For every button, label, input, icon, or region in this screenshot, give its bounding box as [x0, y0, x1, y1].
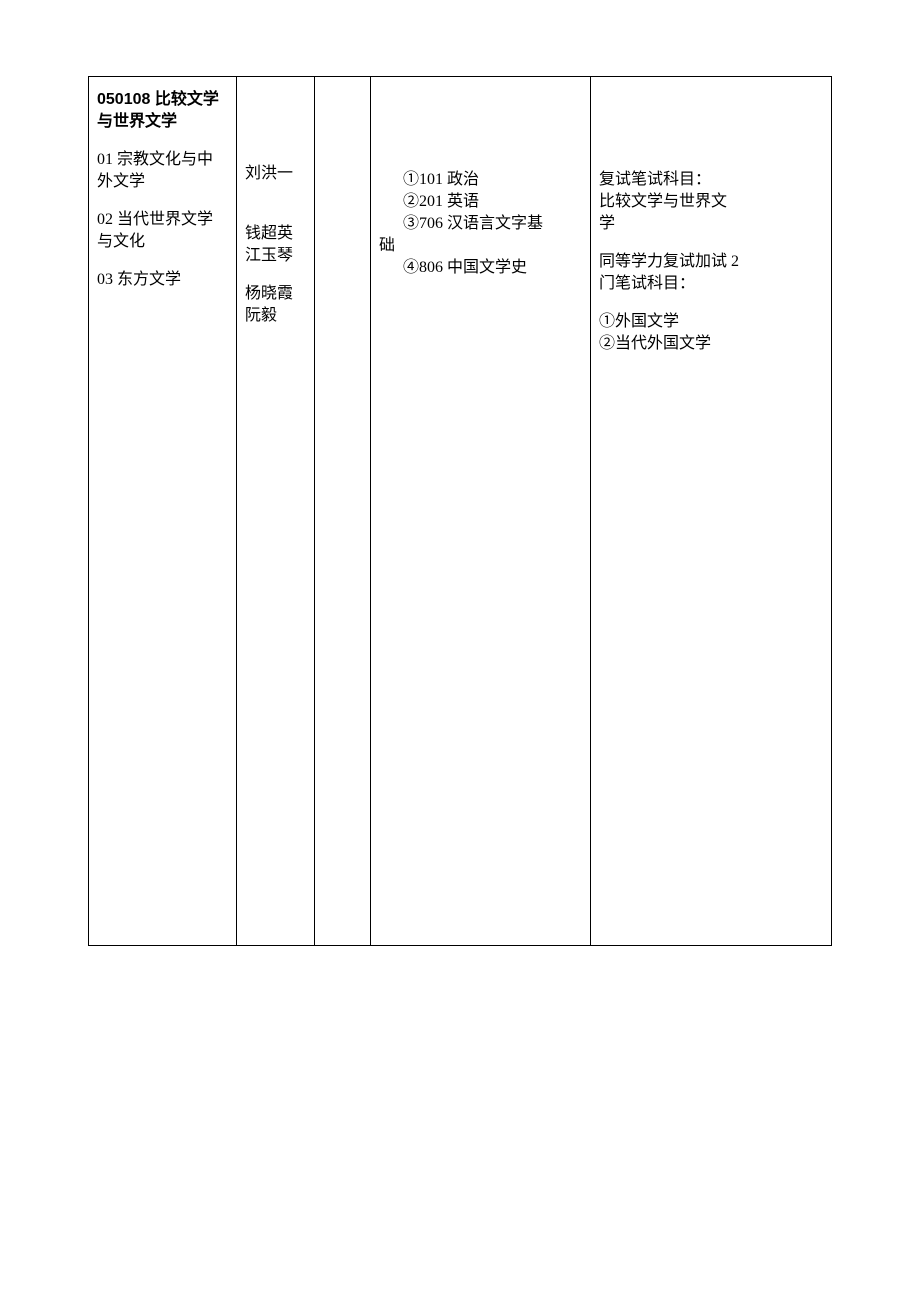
exam-subject-2: ②201 英语: [379, 191, 582, 213]
advisor-1: 刘洪一: [245, 163, 306, 185]
column-notes: 复试笔试科目： 比较文学与世界文学 同等学力复试加试 2 门笔试科目： ①外国文…: [591, 77, 748, 945]
exam-subject-4: ④806 中国文学史: [379, 257, 582, 279]
advisor-3a: 杨晓霞: [245, 283, 306, 305]
notes-extra-2: ②当代外国文学: [599, 333, 740, 355]
exam-subject-1: ①101 政治: [379, 169, 582, 191]
catalog-table: 050108 比较文学与世界文学 01 宗教文化与中外文学 02 当代世界文学与…: [88, 76, 832, 946]
advisor-2b: 江玉琴: [245, 245, 306, 267]
subject-direction-1: 01 宗教文化与中外文学: [97, 149, 228, 193]
advisor-2a: 钱超英: [245, 223, 306, 245]
column-exams: ①101 政治 ②201 英语 ③706 汉语言文字基 础 ④806 中国文学史: [371, 77, 591, 945]
column-advisors: 刘洪一 钱超英 江玉琴 杨晓霞 阮毅: [237, 77, 315, 945]
notes-retest-header: 复试笔试科目：: [599, 169, 740, 191]
notes-extra-header: 同等学力复试加试 2 门笔试科目：: [599, 251, 740, 295]
advisor-3b: 阮毅: [245, 305, 306, 327]
column-subject: 050108 比较文学与世界文学 01 宗教文化与中外文学 02 当代世界文学与…: [89, 77, 237, 945]
exam-subject-3a: ③706 汉语言文字基: [379, 213, 582, 235]
subject-direction-3: 03 东方文学: [97, 269, 228, 291]
exam-subject-3b: 础: [379, 235, 582, 257]
notes-retest-subject: 比较文学与世界文学: [599, 191, 740, 235]
notes-extra-1: ①外国文学: [599, 311, 740, 333]
subject-header: 050108 比较文学与世界文学: [97, 89, 228, 133]
column-empty: [315, 77, 371, 945]
subject-direction-2: 02 当代世界文学与文化: [97, 209, 228, 253]
